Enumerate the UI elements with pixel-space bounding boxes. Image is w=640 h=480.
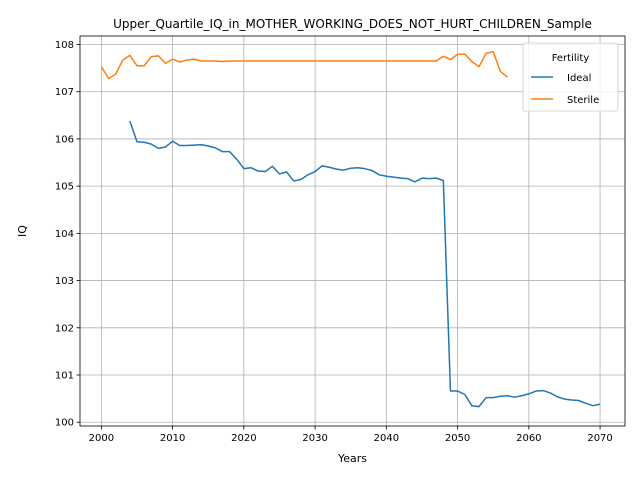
x-tick-label: 2060 [516,433,541,444]
series-line-ideal [129,120,601,408]
y-tick-label: 107 [55,87,74,98]
series-lines [100,50,601,408]
y-axis-title: IQ [16,225,29,237]
y-tick-label: 101 [55,371,74,382]
y-tick-label: 103 [55,276,74,287]
x-axis-title: Years [337,452,367,465]
x-tick-label: 2010 [160,433,185,444]
x-tick-label: 2050 [445,433,470,444]
y-tick-label: 106 [55,134,74,145]
legend-label-ideal: Ideal [567,73,591,84]
grid [80,36,625,426]
y-tick-label: 105 [55,182,74,193]
x-tick-label: 2030 [302,433,327,444]
y-axis: 100 101 102 103 104 105 106 107 108 [55,40,80,429]
legend-items: Ideal Sterile [531,73,599,106]
x-axis: 2000 2010 2020 2030 2040 2050 2060 2070 [89,426,613,444]
x-tick-label: 2020 [231,433,256,444]
x-tick-label: 2040 [374,433,399,444]
legend-box [522,42,619,112]
y-tick-label: 100 [55,418,74,429]
plot-frame [79,35,626,427]
legend: Fertility Ideal Sterile [522,42,619,112]
x-tick-label: 2070 [587,433,612,444]
series-line-sterile [100,50,508,80]
y-tick-label: 104 [55,229,74,240]
x-tick-label: 2000 [89,433,114,444]
legend-title: Fertility [552,53,590,64]
chart-title: Upper_Quartile_IQ_in_MOTHER_WORKING_DOES… [113,17,592,31]
y-tick-label: 102 [55,323,74,334]
legend-label-sterile: Sterile [567,95,599,106]
y-tick-label: 108 [55,40,74,51]
